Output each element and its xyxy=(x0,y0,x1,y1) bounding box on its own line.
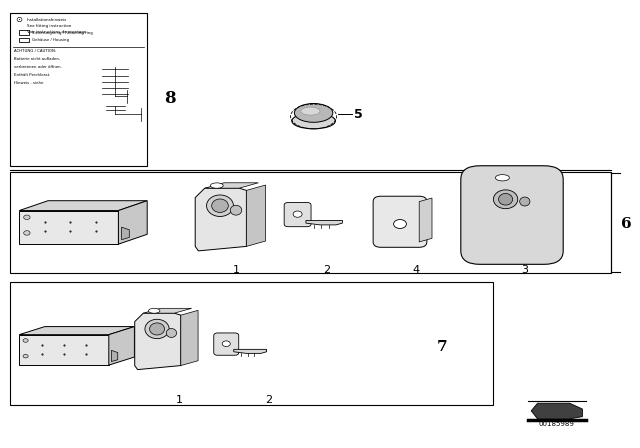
Text: 00185989: 00185989 xyxy=(539,421,575,427)
Bar xyxy=(10,13,147,166)
Text: 7: 7 xyxy=(436,340,447,354)
Text: ACHTUNG / CAUTION:: ACHTUNG / CAUTION: xyxy=(14,49,56,53)
Polygon shape xyxy=(531,403,582,419)
Polygon shape xyxy=(118,201,147,244)
Text: Installationshinweis: Installationshinweis xyxy=(27,18,67,22)
Circle shape xyxy=(293,211,302,217)
Bar xyxy=(10,282,493,405)
Ellipse shape xyxy=(520,197,530,206)
Text: 4: 4 xyxy=(412,265,420,275)
Polygon shape xyxy=(111,350,118,362)
Circle shape xyxy=(24,215,30,220)
Polygon shape xyxy=(234,349,267,353)
Polygon shape xyxy=(122,227,129,240)
Polygon shape xyxy=(544,188,560,237)
Text: Hinweis - siehe: Hinweis - siehe xyxy=(14,82,44,85)
Ellipse shape xyxy=(499,194,513,205)
Polygon shape xyxy=(19,335,109,365)
Polygon shape xyxy=(19,211,118,244)
Polygon shape xyxy=(109,327,134,365)
Bar xyxy=(10,172,611,273)
Text: 2: 2 xyxy=(265,395,273,405)
Polygon shape xyxy=(143,308,191,313)
Text: 8: 8 xyxy=(164,90,175,107)
Polygon shape xyxy=(180,310,198,366)
FancyBboxPatch shape xyxy=(461,166,563,264)
Ellipse shape xyxy=(292,113,335,129)
Ellipse shape xyxy=(150,323,164,335)
Text: Batterie nicht aufladen,: Batterie nicht aufladen, xyxy=(14,57,60,61)
Text: 6: 6 xyxy=(621,217,631,231)
Polygon shape xyxy=(19,327,134,335)
Text: Sicherungsring / Retaining ring: Sicherungsring / Retaining ring xyxy=(32,31,93,34)
Text: 3: 3 xyxy=(522,265,528,275)
Bar xyxy=(19,38,29,42)
Ellipse shape xyxy=(166,328,177,337)
Ellipse shape xyxy=(212,199,228,212)
Text: Gehäuse / Housing: Gehäuse / Housing xyxy=(32,38,69,42)
Polygon shape xyxy=(19,201,147,211)
Circle shape xyxy=(24,231,30,235)
Circle shape xyxy=(23,354,28,358)
Polygon shape xyxy=(135,313,180,370)
Ellipse shape xyxy=(294,103,333,122)
Ellipse shape xyxy=(148,308,160,313)
Ellipse shape xyxy=(495,175,509,181)
Text: 1: 1 xyxy=(176,395,182,405)
Ellipse shape xyxy=(230,205,242,215)
Text: 1: 1 xyxy=(234,265,240,275)
FancyBboxPatch shape xyxy=(214,333,239,355)
Text: See fitting instruction: See fitting instruction xyxy=(27,24,71,28)
Ellipse shape xyxy=(145,319,169,339)
Text: 2: 2 xyxy=(323,265,330,275)
Text: verbrennen oder öffnen.: verbrennen oder öffnen. xyxy=(14,65,62,69)
Polygon shape xyxy=(205,183,259,188)
Ellipse shape xyxy=(493,190,518,209)
Ellipse shape xyxy=(301,107,320,115)
Polygon shape xyxy=(195,188,246,251)
Text: 5: 5 xyxy=(354,108,363,121)
FancyBboxPatch shape xyxy=(284,202,311,227)
Polygon shape xyxy=(306,220,342,225)
Circle shape xyxy=(23,339,28,342)
Bar xyxy=(19,30,29,35)
Circle shape xyxy=(394,220,406,228)
Ellipse shape xyxy=(207,195,234,216)
Polygon shape xyxy=(246,185,266,246)
Text: Enthält Perchlorat.: Enthält Perchlorat. xyxy=(14,73,51,77)
Circle shape xyxy=(222,341,230,347)
FancyBboxPatch shape xyxy=(373,196,427,247)
Polygon shape xyxy=(419,198,432,242)
Ellipse shape xyxy=(211,183,223,188)
Text: Voir instructions de montage: Voir instructions de montage xyxy=(27,30,86,34)
Text: ⊙: ⊙ xyxy=(15,15,22,24)
